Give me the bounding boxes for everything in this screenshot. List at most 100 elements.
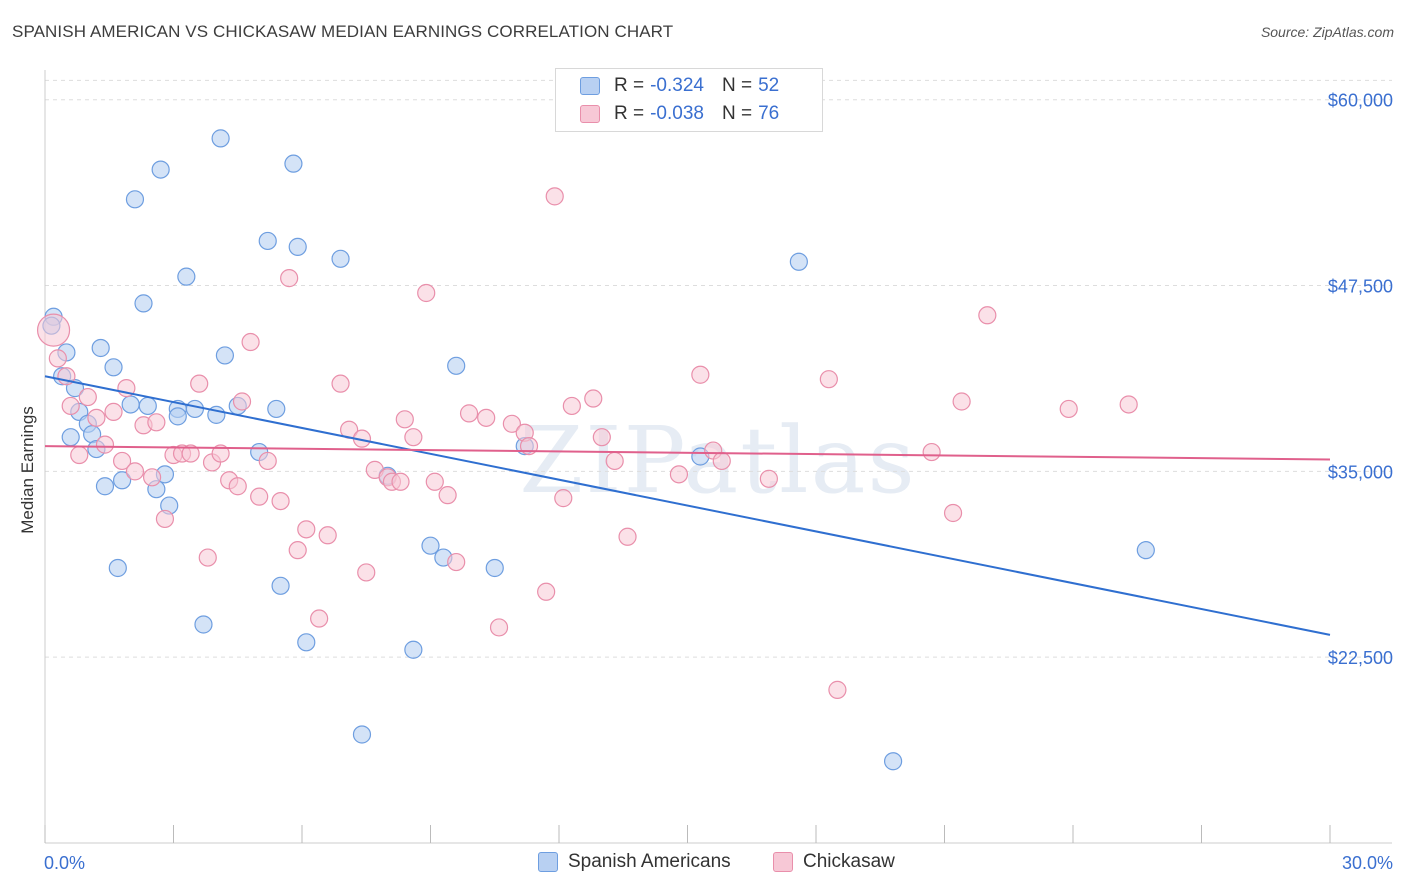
spanish-americans-point (112, 471, 132, 490)
spanish-americans-point (177, 267, 196, 286)
legend-n-label: N = (721, 103, 753, 124)
spanish-americans-point (168, 407, 187, 426)
chickasaw-point (250, 487, 269, 506)
axes (44, 70, 1392, 844)
spanish-americans-point (194, 615, 213, 634)
chickasaw-point (562, 396, 581, 416)
chickasaw-point (952, 392, 971, 411)
spanish-americans-point (883, 752, 903, 771)
chickasaw-point (554, 489, 573, 508)
spanish-americans-point (288, 237, 307, 256)
spanish-americans-point (61, 428, 80, 447)
chickasaw-point (477, 408, 496, 427)
chickasaw-point (112, 451, 132, 471)
chickasaw-point (828, 680, 847, 699)
y-tick-label: $47,500 (1328, 277, 1393, 297)
chickasaw-point (232, 392, 252, 411)
chickasaw-points (36, 187, 1138, 699)
chickasaw-point (331, 374, 350, 393)
spanish-americans-point (297, 633, 316, 652)
chickasaw-point (48, 349, 67, 368)
chickasaw-point (147, 413, 166, 432)
spanish-americans-point (185, 399, 205, 419)
chickasaw-point (61, 396, 80, 416)
chickasaw-point (155, 509, 175, 529)
chickasaw-point (241, 332, 260, 352)
spanish-americans-point (331, 249, 350, 268)
chickasaw-point (104, 402, 123, 422)
chickasaw-point (181, 444, 200, 463)
chickasaw-point (759, 469, 778, 488)
spanish-americans-point (267, 399, 286, 419)
chickasaw-point (819, 370, 838, 389)
spanish-americans-point (271, 576, 290, 595)
spanish-americans-point (121, 395, 140, 414)
chickasaw-point (95, 435, 115, 454)
grid-lines (45, 79, 1392, 658)
chickasaw-point (584, 389, 603, 408)
legend-swatch-blue (538, 852, 558, 872)
chickasaw-point (78, 387, 97, 407)
chickasaw-trend-line (44, 445, 1331, 461)
spanish-americans-point (485, 558, 504, 578)
spanish-americans-point (404, 640, 423, 659)
spanish-americans-point (108, 558, 127, 578)
chickasaw-point (258, 451, 277, 471)
spanish-americans-point (95, 477, 115, 496)
spanish-americans-point (447, 356, 466, 375)
legend-swatch-pink (773, 852, 793, 872)
spanish-americans-point (284, 154, 303, 173)
chickasaw-point (288, 541, 307, 560)
chickasaw-point (271, 491, 290, 511)
chickasaw-point (1059, 399, 1078, 419)
spanish-americans-point (151, 160, 170, 179)
legend-label: Chickasaw (803, 851, 895, 872)
spanish-americans-point (104, 358, 123, 377)
y-tick-label: $22,500 (1328, 648, 1393, 668)
chickasaw-point (605, 451, 624, 471)
legend-label: Spanish Americans (568, 851, 731, 872)
spanish-americans-point (211, 129, 230, 148)
chickasaw-point (404, 428, 423, 447)
chickasaw-point (357, 563, 376, 582)
chickasaw-point (70, 445, 89, 465)
legend-r-value: -0.038 (650, 103, 704, 124)
chickasaw-point (669, 465, 689, 484)
legend-n-value: 52 (758, 75, 780, 96)
spanish-americans-point (125, 190, 145, 209)
chickasaw-point (459, 404, 479, 423)
legend-r-label: R = (614, 103, 645, 124)
chickasaw-point (537, 582, 556, 601)
chickasaw-point (545, 187, 564, 206)
chickasaw-point (318, 526, 337, 545)
spanish-americans-trend-line (44, 375, 1331, 636)
correlation-legend: R = -0.324 N = 52 R = -0.038 N = 76 (555, 68, 823, 132)
chickasaw-point (943, 503, 963, 523)
trend-lines (44, 375, 1331, 636)
chickasaw-point (425, 472, 444, 491)
chickasaw-point (489, 618, 509, 637)
spanish-americans-point (91, 338, 110, 358)
legend-swatch-pink (580, 105, 600, 123)
chickasaw-point (978, 306, 997, 325)
y-tick-label: $35,000 (1328, 462, 1393, 482)
chickasaw-point (592, 428, 611, 447)
bottom-legend-spanish-americans[interactable]: Spanish Americans (538, 851, 731, 873)
chickasaw-point (922, 442, 941, 462)
y-tick-label: $60,000 (1328, 91, 1393, 111)
chickasaw-point (198, 548, 217, 567)
x-tick-labels: 0.0% 30.0% (44, 853, 1393, 873)
source-label: Source: ZipAtlas.com (1260, 24, 1394, 40)
chickasaw-point (310, 609, 329, 628)
spanish-americans-point (215, 346, 234, 365)
legend-row-spanish-americans: R = -0.324 N = 52 (580, 74, 779, 98)
chickasaw-point (297, 520, 316, 539)
chickasaw-point (280, 269, 299, 288)
chickasaw-point (395, 410, 414, 429)
spanish-americans-point (258, 231, 277, 251)
chickasaw-point (391, 472, 410, 491)
legend-n-value: 76 (758, 103, 780, 124)
bottom-legend-chickasaw[interactable]: Chickasaw (773, 851, 895, 873)
legend-r-label: R = (614, 75, 645, 96)
chickasaw-point (712, 451, 731, 471)
